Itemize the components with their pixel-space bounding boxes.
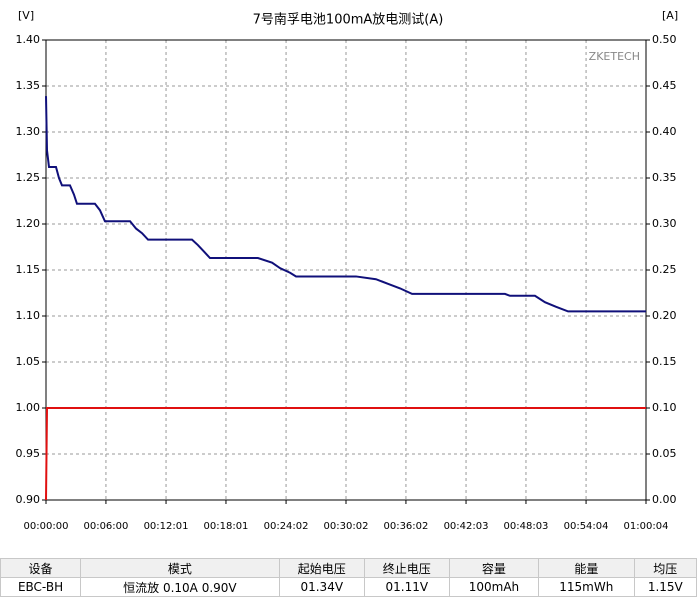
x-tick-label: 00:54:04 [564,521,609,532]
series-line [45,407,646,501]
table-cell: 1.15V [633,577,697,597]
chart: 7号南孚电池100mA放电测试(A) [V] [A] ZKETECH 0.90 0… [15,9,679,532]
y2-tick-label: 0.25 [652,263,677,276]
plot-frame [45,39,647,501]
x-tick-label: 00:24:02 [264,521,309,532]
y-tick-label: 1.30 [16,125,41,138]
watermark: ZKETECH [589,50,640,63]
table-row: EBC-BH 恒流放 0.10A 0.90V 01.34V 01.11V 100mAh 1… [0,577,697,597]
y2-tick-label: 0.35 [652,171,677,184]
header-cell: 均压 [633,558,697,578]
y2-tick-label: 0.50 [652,33,677,46]
y2-tick-label: 0.30 [652,217,677,230]
y-tick-label: 1.15 [16,263,41,276]
y2-tick-label: 0.05 [652,447,677,460]
y2-axis-label: [A] [662,9,678,22]
x-tick-label: 01:00:04 [624,521,669,532]
header-cell: 模式 [80,558,280,578]
y-tick-label: 1.35 [16,79,41,92]
series-line [45,96,646,313]
x-tick-label: 00:36:02 [383,521,428,532]
y-tick-label: 1.25 [16,171,41,184]
table-cell: EBC-BH [0,577,82,597]
y-axis-label: [V] [18,9,34,22]
y-tick-label: 1.10 [16,309,41,322]
y2-tick-label: 0.20 [652,309,677,322]
header-cell: 容量 [448,558,540,578]
x-tick-label: 00:42:03 [444,521,489,532]
y-tick-label: 0.95 [16,447,41,460]
x-tick-label: 00:18:01 [204,521,249,532]
y2-tick-label: 0.00 [652,493,677,506]
x-tick-label: 00:12:01 [144,521,189,532]
y-tick-label: 1.40 [16,33,41,46]
y2-tick-label: 0.45 [652,79,677,92]
header-cell: 能量 [538,558,635,578]
y2-tick-label: 0.40 [652,125,677,138]
y-tick-label: 1.05 [16,355,41,368]
table-body: EBC-BH 恒流放 0.10A 0.90V 01.34V 01.11V 100mAh 1… [0,577,697,597]
header-cell: 设备 [0,558,82,578]
y-tick-label: 1.20 [16,217,41,230]
y-tick-label: 0.90 [16,493,41,506]
y2-tick-label: 0.10 [652,401,677,414]
x-tick-label: 00:06:00 [83,521,128,532]
table-cell: 01.34V [278,577,365,597]
summary-table: 设备 模式 起始电压 终止电压 容量 能量 均压 EBC-BH 恒流放 0.10A 0.90V… [0,558,697,597]
header-cell: 起始电压 [278,558,365,578]
y2-tick-label: 0.15 [652,355,677,368]
chart-title: 7号南孚电池100mA放电测试(A) [253,12,444,28]
table-cell: 115mWh [538,577,635,597]
x-tick-label: 00:30:02 [324,521,369,532]
table-cell: 01.11V [363,577,450,597]
header-row: 设备 模式 起始电压 终止电压 容量 能量 均压 [0,558,697,578]
header-cell: 终止电压 [363,558,450,578]
table-cell: 恒流放 0.10A 0.90V [80,577,280,597]
table-cell: 100mAh [448,577,540,597]
x-tick-label: 00:48:03 [504,521,549,532]
x-tick-label: 00:00:00 [24,521,69,532]
y-tick-label: 1.00 [16,401,41,414]
